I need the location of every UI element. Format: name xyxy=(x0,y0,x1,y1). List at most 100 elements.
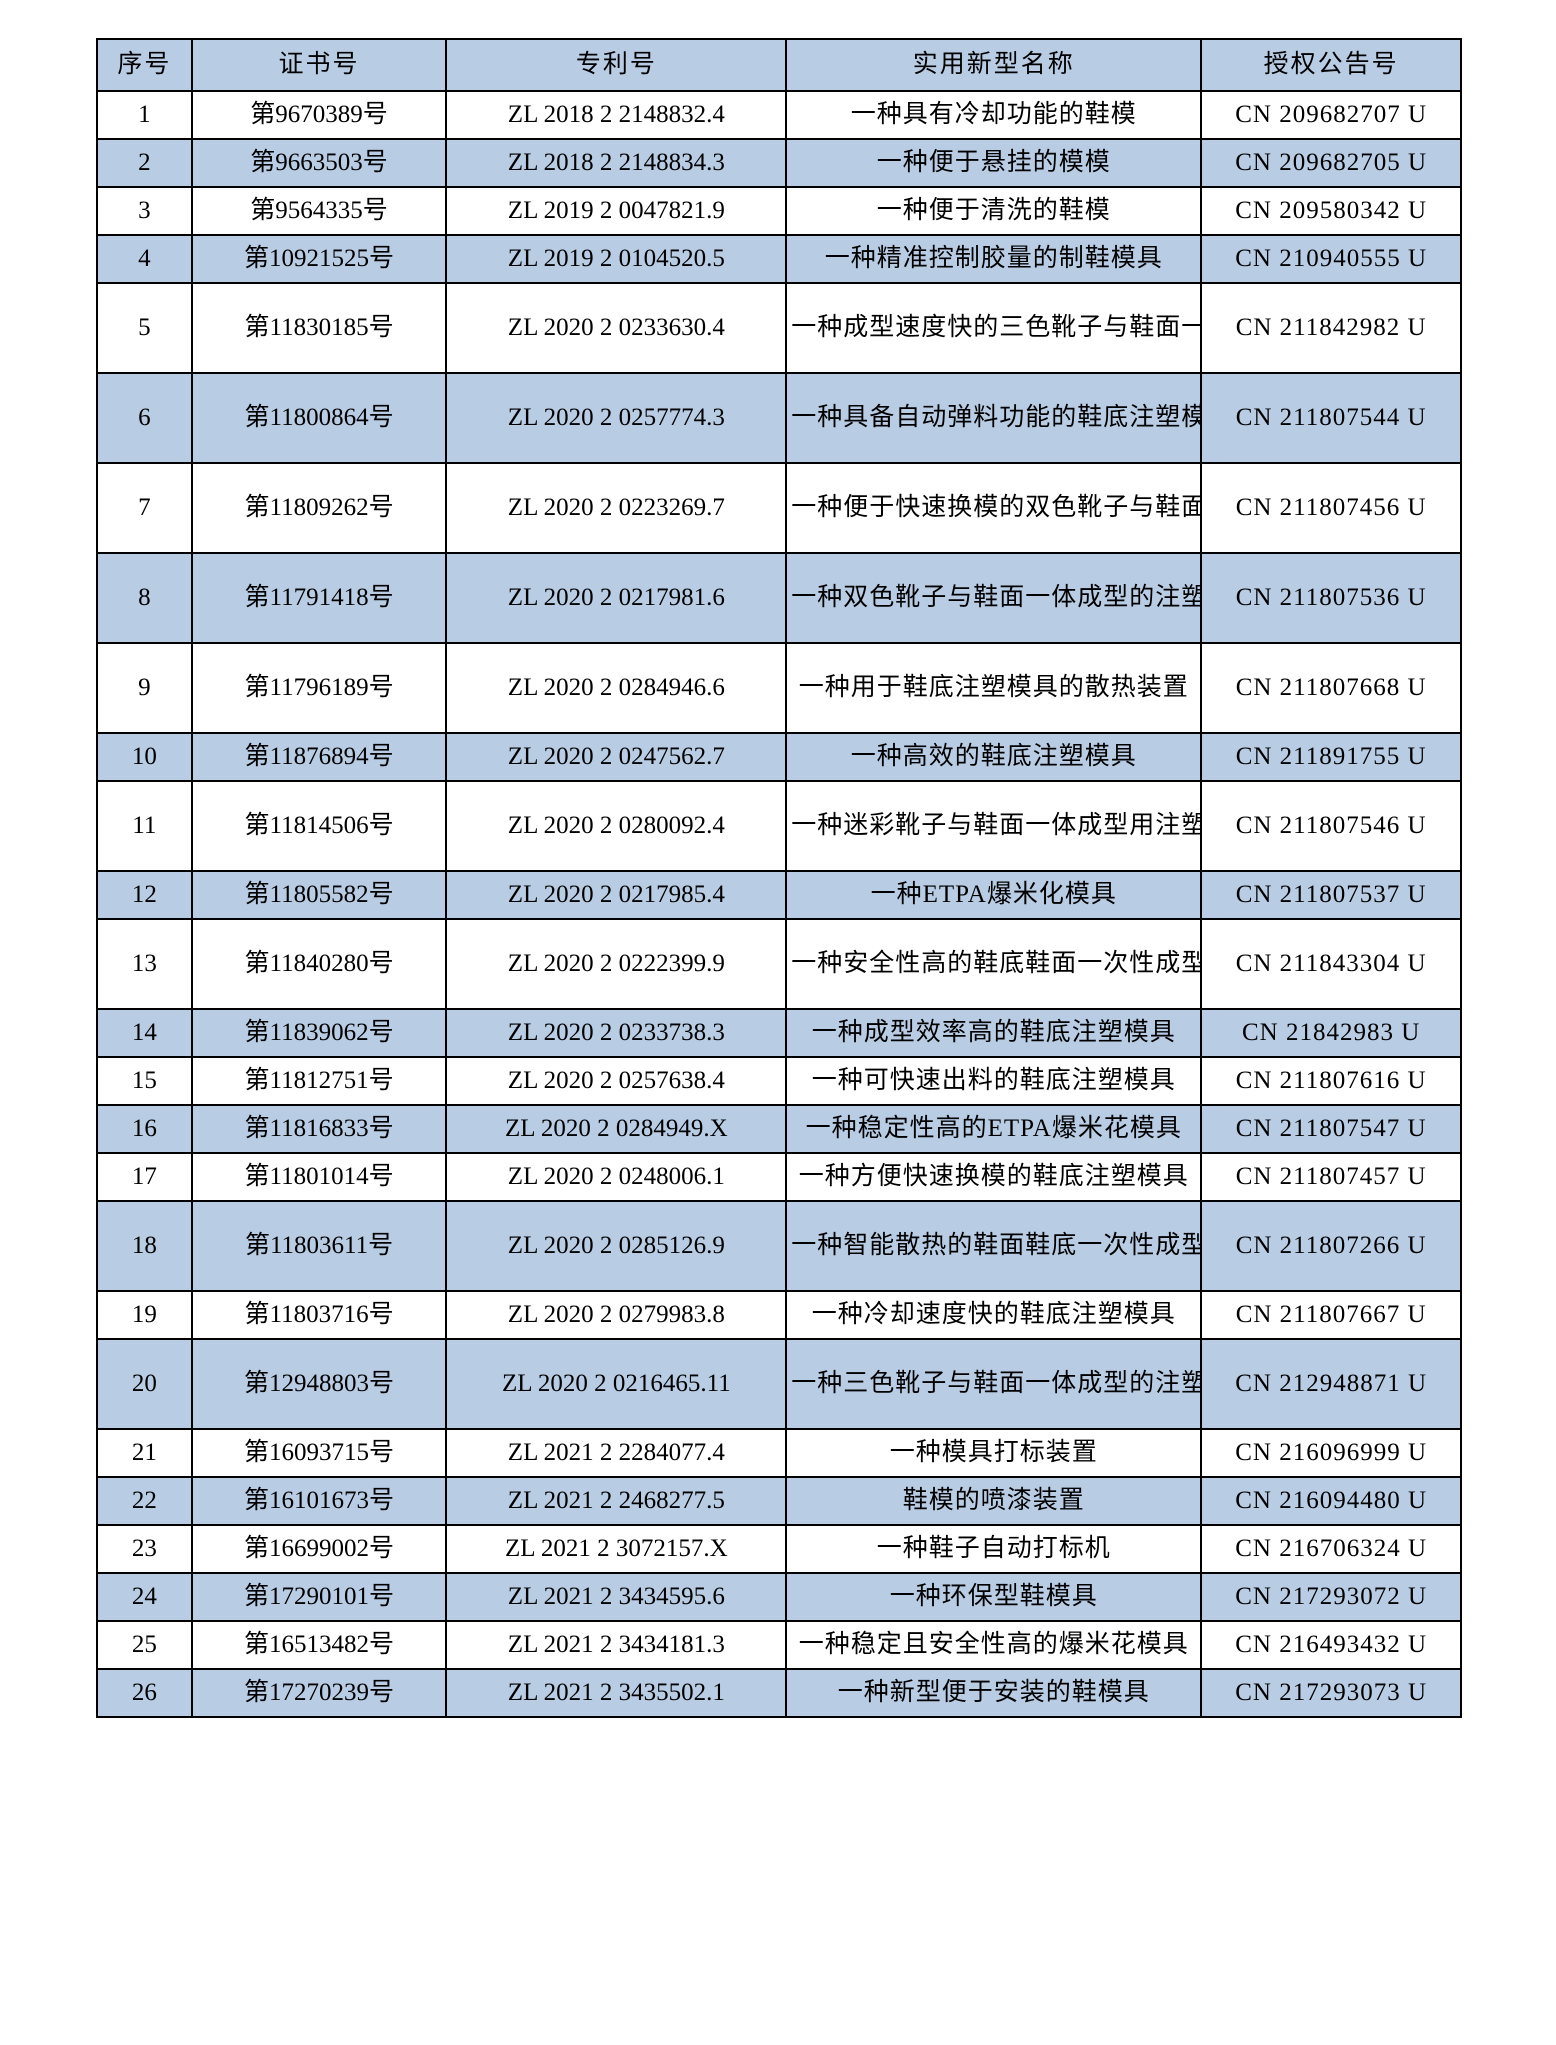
table-row: 11 第11814506号 ZL 2020 2 0280092.4 一种迷彩靴子与鞋面… xyxy=(96,780,1462,872)
cell-patent-number: ZL 2020 2 0279983.8 xyxy=(445,1290,788,1340)
cell-certificate-number: 第11809262号 xyxy=(190,462,448,554)
cell-utility-model-name: 一种便于快速换模的双色靴子与鞋面成型注塑模具 xyxy=(785,462,1203,554)
table-row: 4 第10921525号 ZL 2019 2 0104520.5 一种精准控制胶量的制… xyxy=(96,234,1462,284)
cell-publication-number: CN 21842983 U xyxy=(1200,1008,1462,1058)
cell-seq: 6 xyxy=(96,372,193,464)
cell-certificate-number: 第12948803号 xyxy=(190,1338,448,1430)
cell-patent-number: ZL 2021 2 3434181.3 xyxy=(445,1620,788,1670)
cell-seq: 3 xyxy=(96,186,193,236)
table-row: 12 第11805582号 ZL 2020 2 0217985.4 一种ETPA爆米化… xyxy=(96,870,1462,920)
cell-patent-number: ZL 2018 2 2148832.4 xyxy=(445,90,788,140)
table-row: 25 第16513482号 ZL 2021 2 3434181.3 一种稳定且安全性高… xyxy=(96,1620,1462,1670)
cell-certificate-number: 第17270239号 xyxy=(190,1668,448,1718)
cell-certificate-number: 第16513482号 xyxy=(190,1620,448,1670)
cell-seq: 15 xyxy=(96,1056,193,1106)
cell-certificate-number: 第16699002号 xyxy=(190,1524,448,1574)
cell-patent-number: ZL 2020 2 0247562.7 xyxy=(445,732,788,782)
cell-utility-model-name: 一种高效的鞋底注塑模具 xyxy=(785,732,1203,782)
cell-utility-model-name: 一种便于清洗的鞋模 xyxy=(785,186,1203,236)
table-row: 8 第11791418号 ZL 2020 2 0217981.6 一种双色靴子与鞋面一… xyxy=(96,552,1462,644)
table-header: 序号 证书号 专利号 实用新型名称 授权公告号 xyxy=(96,38,1462,92)
cell-patent-number: ZL 2020 2 0285126.9 xyxy=(445,1200,788,1292)
cell-certificate-number: 第9564335号 xyxy=(190,186,448,236)
table-row: 16 第11816833号 ZL 2020 2 0284949.X 一种稳定性高的ET… xyxy=(96,1104,1462,1154)
cell-seq: 26 xyxy=(96,1668,193,1718)
cell-utility-model-name: 一种新型便于安装的鞋模具 xyxy=(785,1668,1203,1718)
cell-utility-model-name: 鞋模的喷漆装置 xyxy=(785,1476,1203,1526)
column-header-pub: 授权公告号 xyxy=(1200,38,1462,92)
table-row: 13 第11840280号 ZL 2020 2 0222399.9 一种安全性高的鞋底… xyxy=(96,918,1462,1010)
cell-publication-number: CN 209682705 U xyxy=(1200,138,1462,188)
table-row: 6 第11800864号 ZL 2020 2 0257774.3 一种具备自动弹料功能… xyxy=(96,372,1462,464)
cell-seq: 19 xyxy=(96,1290,193,1340)
cell-patent-number: ZL 2020 2 0257774.3 xyxy=(445,372,788,464)
cell-seq: 9 xyxy=(96,642,193,734)
cell-publication-number: CN 211807668 U xyxy=(1200,642,1462,734)
cell-certificate-number: 第9663503号 xyxy=(190,138,448,188)
cell-publication-number: CN 211807266 U xyxy=(1200,1200,1462,1292)
cell-certificate-number: 第17290101号 xyxy=(190,1572,448,1622)
cell-patent-number: ZL 2020 2 0284949.X xyxy=(445,1104,788,1154)
table-row: 23 第16699002号 ZL 2021 2 3072157.X 一种鞋子自动打标机… xyxy=(96,1524,1462,1574)
cell-publication-number: CN 211891755 U xyxy=(1200,732,1462,782)
table-row: 21 第16093715号 ZL 2021 2 2284077.4 一种模具打标装置 C… xyxy=(96,1428,1462,1478)
cell-publication-number: CN 211807536 U xyxy=(1200,552,1462,644)
cell-publication-number: CN 211807457 U xyxy=(1200,1152,1462,1202)
cell-utility-model-name: 一种ETPA爆米化模具 xyxy=(785,870,1203,920)
cell-seq: 17 xyxy=(96,1152,193,1202)
cell-utility-model-name: 一种用于鞋底注塑模具的散热装置 xyxy=(785,642,1203,734)
cell-publication-number: CN 211807544 U xyxy=(1200,372,1462,464)
cell-utility-model-name: 一种三色靴子与鞋面一体成型的注塑模具 xyxy=(785,1338,1203,1430)
table-header-row: 序号 证书号 专利号 实用新型名称 授权公告号 xyxy=(96,38,1462,92)
cell-utility-model-name: 一种可快速出料的鞋底注塑模具 xyxy=(785,1056,1203,1106)
table-row: 5 第11830185号 ZL 2020 2 0233630.4 一种成型速度快的三色… xyxy=(96,282,1462,374)
cell-seq: 23 xyxy=(96,1524,193,1574)
table-row: 9 第11796189号 ZL 2020 2 0284946.6 一种用于鞋底注塑模具… xyxy=(96,642,1462,734)
cell-publication-number: CN 216094480 U xyxy=(1200,1476,1462,1526)
cell-patent-number: ZL 2018 2 2148834.3 xyxy=(445,138,788,188)
cell-patent-number: ZL 2020 2 0216465.11 xyxy=(445,1338,788,1430)
cell-seq: 21 xyxy=(96,1428,193,1478)
cell-patent-number: ZL 2020 2 0217985.4 xyxy=(445,870,788,920)
cell-patent-number: ZL 2021 2 2284077.4 xyxy=(445,1428,788,1478)
table-row: 26 第17270239号 ZL 2021 2 3435502.1 一种新型便于安装的… xyxy=(96,1668,1462,1718)
cell-certificate-number: 第11791418号 xyxy=(190,552,448,644)
cell-publication-number: CN 211843304 U xyxy=(1200,918,1462,1010)
cell-seq: 12 xyxy=(96,870,193,920)
cell-publication-number: CN 211807667 U xyxy=(1200,1290,1462,1340)
cell-publication-number: CN 217293073 U xyxy=(1200,1668,1462,1718)
cell-certificate-number: 第11803611号 xyxy=(190,1200,448,1292)
cell-utility-model-name: 一种成型速度快的三色靴子与鞋面一体成型的注塑模具 xyxy=(785,282,1203,374)
cell-utility-model-name: 一种稳定且安全性高的爆米花模具 xyxy=(785,1620,1203,1670)
cell-utility-model-name: 一种便于悬挂的模模 xyxy=(785,138,1203,188)
table-row: 10 第11876894号 ZL 2020 2 0247562.7 一种高效的鞋底注塑… xyxy=(96,732,1462,782)
cell-patent-number: ZL 2020 2 0284946.6 xyxy=(445,642,788,734)
cell-seq: 4 xyxy=(96,234,193,284)
column-header-pat: 专利号 xyxy=(445,38,788,92)
cell-seq: 16 xyxy=(96,1104,193,1154)
table-row: 22 第16101673号 ZL 2021 2 2468277.5 鞋模的喷漆装置 CN… xyxy=(96,1476,1462,1526)
cell-patent-number: ZL 2020 2 0222399.9 xyxy=(445,918,788,1010)
cell-certificate-number: 第11830185号 xyxy=(190,282,448,374)
table-row: 3 第9564335号 ZL 2019 2 0047821.9 一种便于清洗的鞋模 CN… xyxy=(96,186,1462,236)
cell-patent-number: ZL 2021 2 3072157.X xyxy=(445,1524,788,1574)
cell-publication-number: CN 211807537 U xyxy=(1200,870,1462,920)
cell-patent-number: ZL 2019 2 0047821.9 xyxy=(445,186,788,236)
cell-seq: 20 xyxy=(96,1338,193,1430)
cell-patent-number: ZL 2020 2 0233630.4 xyxy=(445,282,788,374)
cell-certificate-number: 第9670389号 xyxy=(190,90,448,140)
cell-certificate-number: 第11812751号 xyxy=(190,1056,448,1106)
cell-patent-number: ZL 2020 2 0280092.4 xyxy=(445,780,788,872)
cell-publication-number: CN 216493432 U xyxy=(1200,1620,1462,1670)
cell-seq: 14 xyxy=(96,1008,193,1058)
column-header-seq: 序号 xyxy=(96,38,193,92)
cell-utility-model-name: 一种稳定性高的ETPA爆米花模具 xyxy=(785,1104,1203,1154)
cell-patent-number: ZL 2021 2 3434595.6 xyxy=(445,1572,788,1622)
cell-utility-model-name: 一种具备自动弹料功能的鞋底注塑模具 xyxy=(785,372,1203,464)
cell-patent-number: ZL 2020 2 0217981.6 xyxy=(445,552,788,644)
patent-list-table: 序号 证书号 专利号 实用新型名称 授权公告号 1 第9670389号 ZL 201… xyxy=(96,38,1462,1718)
cell-utility-model-name: 一种环保型鞋模具 xyxy=(785,1572,1203,1622)
cell-publication-number: CN 209580342 U xyxy=(1200,186,1462,236)
table-body: 1 第9670389号 ZL 2018 2 2148832.4 一种具有冷却功能的鞋模… xyxy=(96,90,1462,1718)
